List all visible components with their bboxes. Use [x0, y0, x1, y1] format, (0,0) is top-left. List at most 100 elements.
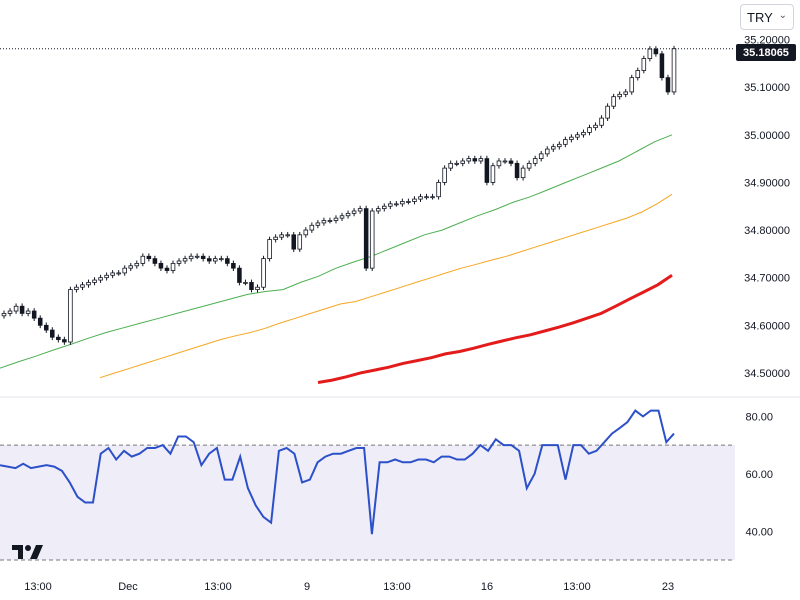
- candle: [629, 74, 635, 95]
- candle: [581, 129, 586, 138]
- candle-body: [68, 289, 73, 343]
- candle: [74, 284, 79, 293]
- candle-body: [37, 317, 43, 326]
- candle-body: [418, 196, 423, 200]
- candle: [158, 260, 164, 272]
- candle-body: [255, 286, 260, 290]
- candle-body: [526, 162, 532, 169]
- candle: [315, 220, 321, 229]
- ma-fast-line: [0, 134, 673, 369]
- candle-body: [170, 262, 176, 271]
- candle-body: [176, 260, 182, 264]
- candle-body: [158, 262, 164, 269]
- last-price-value: 35.18065: [743, 46, 789, 59]
- candle-body: [369, 210, 375, 269]
- candle-body: [86, 282, 91, 286]
- price-axis-tick-label: 35.00000: [744, 130, 790, 142]
- candle-body: [128, 265, 134, 269]
- candle: [538, 150, 544, 162]
- candle: [381, 203, 387, 212]
- candle-body: [237, 267, 242, 283]
- candle: [460, 158, 466, 167]
- candle-body: [62, 339, 67, 343]
- price-axis-tick-label: 35.10000: [744, 82, 790, 94]
- candle: [671, 45, 677, 95]
- candle: [351, 208, 357, 217]
- candle-body: [490, 165, 496, 183]
- candle: [249, 279, 254, 293]
- currency-select[interactable]: TRY ⌄: [740, 4, 794, 30]
- candle: [13, 303, 19, 314]
- candle: [170, 260, 176, 274]
- candle-body: [333, 217, 339, 221]
- candle: [388, 200, 393, 210]
- currency-select-value: TRY: [747, 9, 773, 25]
- candle-body: [635, 70, 641, 79]
- candle: [412, 196, 417, 205]
- candle-body: [321, 220, 327, 224]
- candle-body: [297, 234, 303, 250]
- rsi-line: [0, 409, 675, 535]
- candle: [653, 46, 659, 57]
- candle: [363, 205, 369, 272]
- candle-body: [587, 127, 592, 133]
- candle: [285, 231, 290, 238]
- candle: [68, 286, 73, 345]
- candle: [406, 198, 411, 205]
- candle: [544, 146, 550, 157]
- candle-body: [454, 162, 459, 165]
- candle: [478, 155, 484, 164]
- candle: [297, 231, 303, 252]
- candle: [369, 208, 375, 272]
- candle-body: [92, 279, 97, 283]
- candle: [496, 158, 502, 169]
- candle: [50, 327, 55, 341]
- rsi-axis-tick-label: 80.00: [745, 411, 773, 423]
- candle-body: [563, 139, 568, 145]
- candle: [261, 255, 266, 291]
- candle: [357, 205, 363, 214]
- candle-body: [285, 234, 290, 237]
- candle: [605, 103, 610, 121]
- price-axis-tick-label: 34.80000: [744, 225, 790, 237]
- candle-body: [605, 105, 610, 119]
- candle-body: [134, 262, 140, 267]
- candle: [80, 281, 85, 291]
- candle: [7, 308, 13, 317]
- candle-body: [671, 48, 677, 93]
- candle-body: [617, 93, 622, 98]
- time-axis-tick-label: 16: [481, 581, 493, 593]
- price-axis-tick-label: 34.70000: [744, 273, 790, 285]
- time-axis-tick-label: 13:00: [563, 581, 591, 593]
- candle: [200, 253, 206, 262]
- candle: [98, 274, 103, 283]
- price-panel: [0, 45, 735, 384]
- candle-body: [514, 162, 520, 179]
- candle-body: [472, 158, 478, 162]
- candle-body: [659, 53, 665, 79]
- candle-body: [544, 148, 550, 155]
- candle: [243, 279, 248, 286]
- candle-body: [231, 262, 236, 269]
- candle: [37, 315, 43, 329]
- price-axis-tick-label: 34.50000: [744, 368, 790, 380]
- candle-body: [388, 203, 393, 207]
- candle: [424, 193, 429, 200]
- candle-body: [430, 196, 435, 199]
- candle-body: [363, 208, 369, 269]
- candle-body: [261, 258, 266, 288]
- candle: [225, 255, 230, 267]
- candle-body: [164, 267, 170, 271]
- candle-body: [140, 255, 146, 264]
- candle-body: [194, 255, 200, 258]
- price-axis-tick-label: 34.60000: [744, 320, 790, 332]
- tradingview-logo-icon[interactable]: [10, 542, 44, 562]
- candle-body: [309, 224, 315, 231]
- candle-body: [339, 215, 345, 219]
- candle: [623, 89, 628, 98]
- candle-body: [200, 255, 206, 260]
- candle-body: [665, 77, 671, 93]
- candle-body: [146, 255, 152, 260]
- candle-body: [647, 48, 653, 59]
